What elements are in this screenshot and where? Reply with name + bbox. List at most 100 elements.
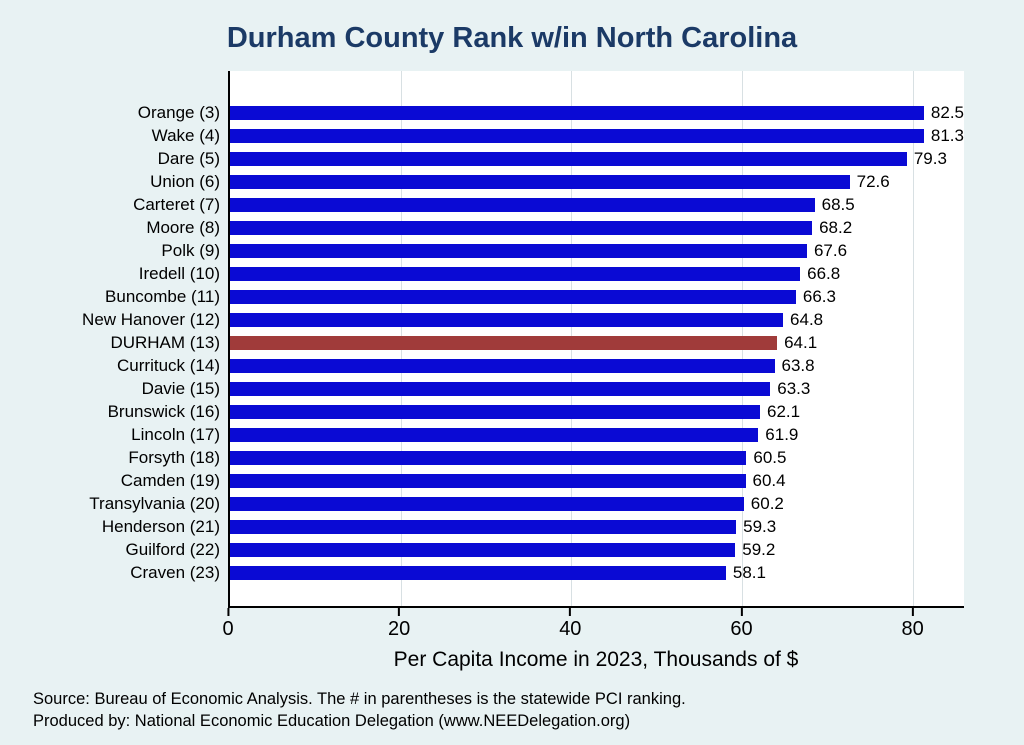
bar-row: 62.1 — [230, 400, 964, 423]
category-label: Polk (9) — [161, 241, 220, 260]
category-label: Camden (19) — [120, 471, 220, 490]
bar-row: 59.3 — [230, 515, 964, 538]
footer: Source: Bureau of Economic Analysis. The… — [33, 688, 1024, 732]
bar — [230, 381, 771, 396]
bar — [230, 312, 784, 327]
category-label: Union (6) — [150, 172, 220, 191]
bar-row: 63.3 — [230, 377, 964, 400]
value-label: 62.1 — [767, 401, 801, 421]
bar-row: 66.3 — [230, 285, 964, 308]
bar — [230, 220, 813, 235]
value-label: 60.5 — [753, 447, 787, 467]
value-label: 68.2 — [819, 217, 853, 237]
value-label: 81.3 — [930, 125, 964, 145]
bar — [230, 289, 796, 304]
bar — [230, 151, 907, 166]
bar — [230, 404, 761, 419]
bar-row: 64.8 — [230, 308, 964, 331]
category-label: Guilford (22) — [125, 540, 220, 559]
category-label: New Hanover (12) — [82, 310, 220, 329]
bar-row: 68.2 — [230, 216, 964, 239]
tick-mark — [911, 608, 914, 616]
bar-row: 58.1 — [230, 561, 964, 584]
bar-row: 63.8 — [230, 354, 964, 377]
bar-row: 81.3 — [230, 124, 964, 147]
tick-mark — [740, 608, 743, 616]
bar — [230, 197, 815, 212]
value-label: 66.3 — [802, 286, 836, 306]
tick-label: 0 — [222, 618, 234, 640]
category-label: Wake (4) — [151, 126, 220, 145]
category-label: DURHAM (13) — [110, 333, 220, 352]
value-label: 63.8 — [781, 355, 815, 375]
bar — [230, 519, 737, 534]
category-label: Orange (3) — [137, 103, 220, 122]
bar-row: 64.1 — [230, 331, 964, 354]
value-label: 68.5 — [821, 194, 855, 214]
plot-area: 82.5 81.3 79.3 72.6 68.5 68.2 67.6 66.8 66.3 64.8… — [228, 71, 964, 608]
tick-label: 40 — [559, 618, 582, 640]
tick-label: 80 — [901, 618, 924, 640]
chart-title: Durham County Rank w/in North Carolina — [226, 22, 798, 54]
bar — [230, 243, 807, 258]
bar-row: 72.6 — [230, 170, 964, 193]
category-label: Moore (8) — [146, 218, 220, 237]
value-label: 79.3 — [913, 148, 947, 168]
bar-row: 66.8 — [230, 262, 964, 285]
bar — [230, 496, 744, 511]
category-label: Buncombe (11) — [105, 287, 220, 306]
bar — [230, 542, 736, 557]
footer-produced-line: Produced by: National Economic Education… — [33, 712, 631, 730]
value-label: 60.2 — [750, 493, 784, 513]
gridline — [912, 71, 914, 606]
bar — [230, 174, 850, 189]
bar — [230, 266, 801, 281]
tick-mark — [227, 608, 229, 616]
tick-label: 60 — [730, 618, 753, 640]
x-tick: 40 — [559, 608, 581, 641]
bar-row: 61.9 — [230, 423, 964, 446]
bar-row: 60.4 — [230, 469, 964, 492]
bar — [230, 427, 759, 442]
value-label: 61.9 — [765, 424, 799, 444]
bar-row: 82.5 — [230, 101, 964, 124]
bar-row: 67.6 — [230, 239, 964, 262]
value-label: 66.8 — [807, 263, 841, 283]
bar-row: 60.2 — [230, 492, 964, 515]
tick-mark — [569, 608, 572, 616]
chart-body: Orange (3) Wake (4) Dare (5) Union (6) Carte… — [30, 71, 964, 608]
category-label: Transylvania (20) — [89, 494, 220, 513]
bar — [230, 565, 726, 580]
value-label: 67.6 — [813, 240, 848, 260]
bar — [230, 128, 924, 143]
value-label: 82.5 — [930, 102, 964, 122]
category-label: Brunswick (16) — [107, 402, 220, 421]
x-axis-label: Per Capita Income in 2023, Thousands of … — [393, 648, 799, 671]
bar-row: 79.3 — [230, 147, 964, 170]
bar-row: 59.2 — [230, 538, 964, 561]
bar-row: 60.5 — [230, 446, 964, 469]
value-label: 59.3 — [743, 516, 777, 536]
bar — [230, 473, 746, 488]
category-label: Henderson (21) — [101, 517, 220, 536]
category-label: Dare (5) — [157, 149, 220, 168]
tick-mark — [398, 608, 401, 616]
x-tick: 20 — [388, 608, 410, 641]
y-axis-labels: Orange (3) Wake (4) Dare (5) Union (6) Carte… — [30, 71, 228, 608]
value-label: 58.1 — [732, 562, 766, 582]
x-axis-wrap: 0 20 40 60 80 Per Capita Income in 2023, Tho… — [222, 608, 964, 672]
bar — [230, 358, 775, 373]
bar — [230, 450, 747, 465]
value-label: 60.4 — [752, 470, 786, 490]
category-label: Forsyth (18) — [128, 448, 220, 467]
category-label: Carteret (7) — [133, 195, 220, 214]
x-tick: 80 — [902, 608, 924, 641]
category-label: Iredell (10) — [138, 264, 220, 283]
value-label: 63.3 — [777, 378, 811, 398]
bar-highlight — [230, 335, 778, 350]
category-label: Craven (23) — [130, 563, 220, 582]
x-axis: 0 20 40 60 80 — [222, 608, 964, 646]
tick-label: 20 — [388, 618, 411, 640]
category-label: Davie (15) — [141, 379, 220, 398]
